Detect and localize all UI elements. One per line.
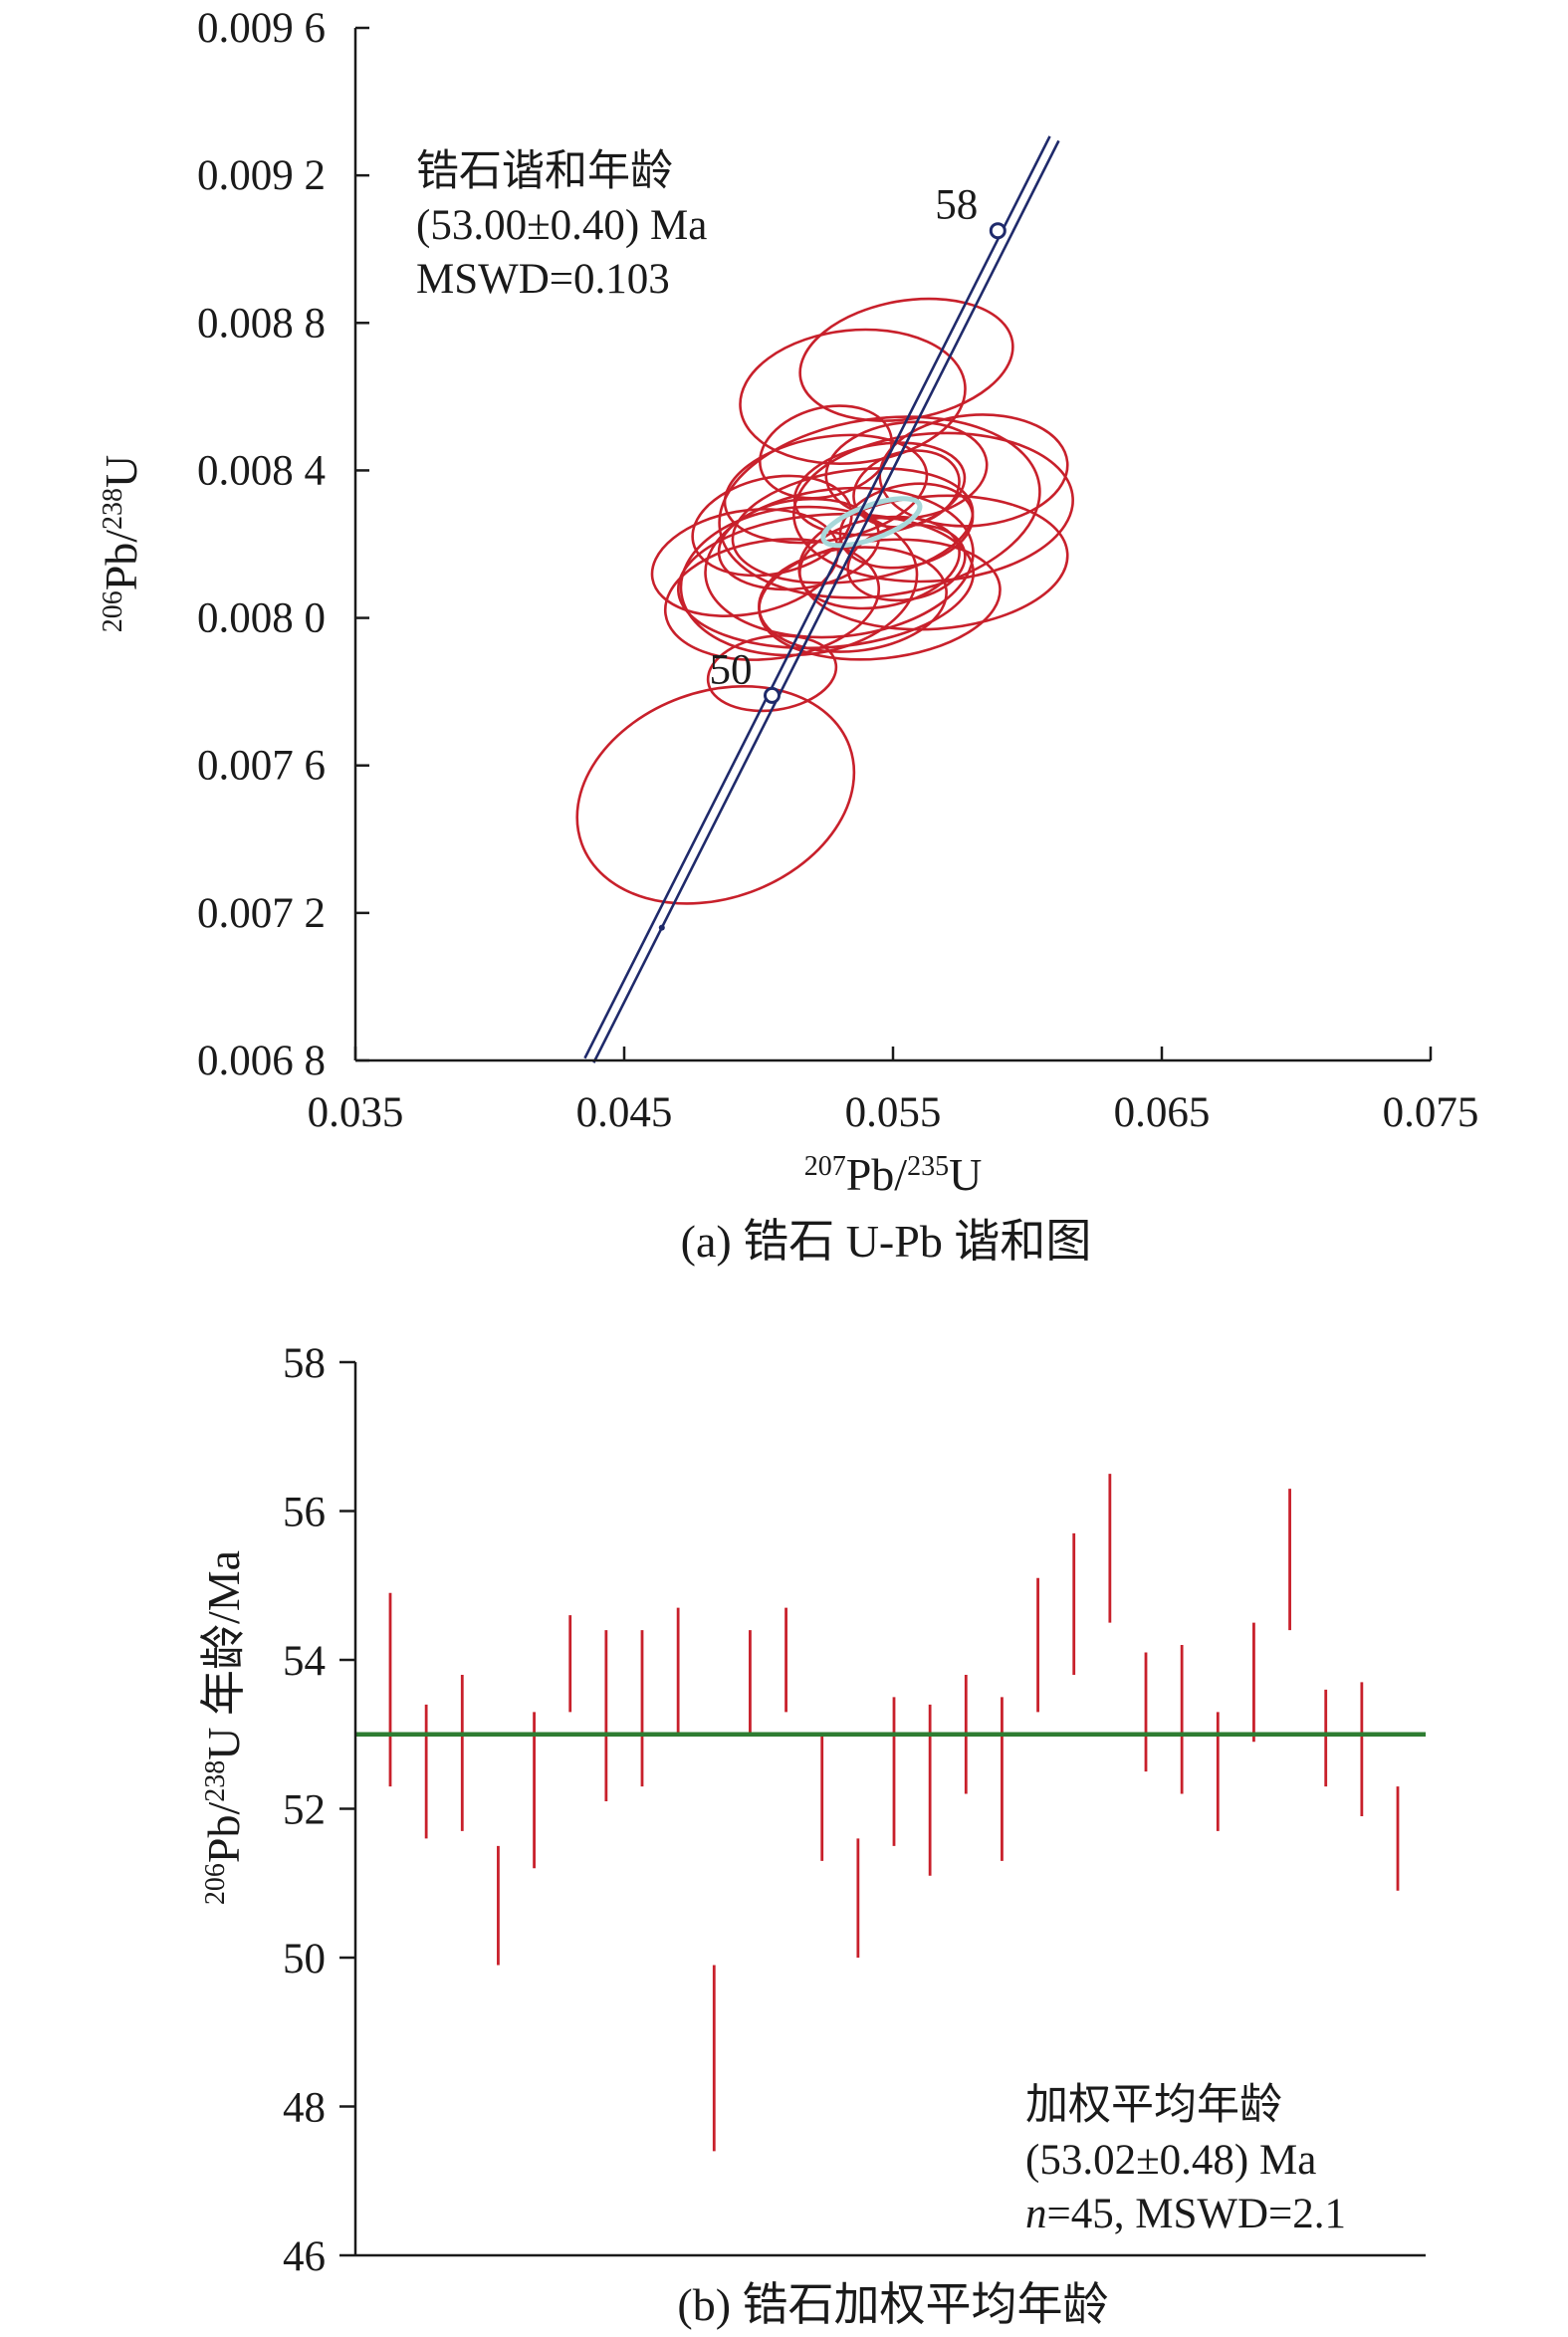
b-y-title-sup1: 206 — [200, 1863, 231, 1905]
y-ticks: 0.006 8 0.007 2 0.007 6 0.008 0 0.008 4 0.008… — [197, 5, 369, 1084]
y-tick-label: 0.009 6 — [197, 5, 326, 52]
x-tick-label: 0.065 — [1114, 1089, 1211, 1136]
x-tick-label: 0.055 — [845, 1089, 942, 1136]
error-ellipse — [718, 415, 1041, 599]
concordia-plot-area: 50 58 — [575, 135, 1074, 1063]
error-ellipse — [797, 494, 1069, 631]
weighted-mean-annotation-line2: (53.02±0.48) Ma — [1025, 2137, 1316, 2184]
b-y-tick-label: 50 — [283, 1936, 326, 1983]
b-y-title-base2: U 年龄/Ma — [198, 1550, 249, 1760]
age-error-bars — [388, 1474, 1400, 2152]
weighted-mean-annotation-line1: 加权平均年龄 — [1025, 2082, 1282, 2129]
error-ellipse — [691, 474, 853, 578]
concordia-annotation-line2: (53.00±0.40) Ma — [416, 202, 707, 249]
concordia-annotation-line3: MSWD=0.103 — [416, 256, 670, 303]
y-title-base1: Pb/ — [96, 530, 146, 591]
age-marker-small — [658, 924, 665, 931]
concordia-x-axis-title: 207Pb/235U — [804, 1149, 983, 1200]
y-tick-label: 0.007 6 — [197, 743, 326, 790]
error-ellipse — [676, 512, 976, 650]
error-ellipse — [739, 328, 967, 466]
b-y-tick-label: 58 — [283, 1340, 326, 1387]
error-ellipse — [731, 467, 975, 584]
b-y-tick-label: 56 — [283, 1490, 326, 1536]
b-y-ticks: 46 48 50 52 54 56 58 — [283, 1340, 355, 2280]
b-y-title-sup2: 238 — [200, 1760, 231, 1802]
y-tick-label: 0.007 2 — [197, 890, 326, 937]
weighted-mean-annotation-line3: n=45, MSWD=2.1 — [1025, 2191, 1346, 2237]
error-ellipse — [758, 404, 894, 500]
y-title-base2: U — [96, 455, 146, 488]
error-ellipse — [663, 538, 881, 661]
error-ellipses — [575, 297, 1074, 905]
y-tick-label: 0.008 4 — [197, 447, 326, 494]
mean-ellipse — [820, 496, 923, 549]
error-ellipse — [878, 413, 1069, 528]
x-title-base1: Pb/ — [846, 1149, 908, 1200]
concordia-age-markers: 50 58 — [658, 182, 1007, 931]
annotation-n: n — [1025, 2191, 1047, 2237]
error-ellipse — [575, 684, 856, 905]
concordia-band-upper — [592, 139, 1060, 1063]
concordia-annotation-line1: 锆石谐和年龄 — [416, 148, 673, 195]
y-tick-label: 0.008 0 — [197, 595, 326, 642]
x-tick-label: 0.075 — [1383, 1089, 1479, 1136]
concordia-y-axis-title: 206Pb/238U — [96, 455, 146, 633]
b-y-title-base1: Pb/ — [198, 1802, 249, 1864]
x-title-base2: U — [949, 1149, 982, 1200]
error-ellipse — [706, 634, 838, 713]
concordia-panel: 50 58 0.006 8 0.007 2 0.007 6 0.008 0 0.008 4… — [96, 5, 1478, 1267]
age-marker-circle — [764, 686, 781, 704]
weighted-mean-panel-caption: (b) 锆石加权平均年龄 — [677, 2279, 1108, 2330]
y-tick-label: 0.008 8 — [197, 300, 326, 347]
age-marker-circle — [989, 222, 1007, 240]
x-title-sup2: 235 — [907, 1151, 949, 1182]
y-tick-label: 0.009 2 — [197, 152, 326, 199]
annotation-n-rest: =45, MSWD=2.1 — [1047, 2191, 1347, 2237]
error-ellipse — [679, 505, 919, 657]
x-tick-label: 0.045 — [576, 1089, 673, 1136]
concordia-band-lower — [583, 135, 1051, 1059]
weighted-mean-axes: 46 48 50 52 54 56 58 — [283, 1340, 1426, 2280]
weighted-mean-panel: 46 48 50 52 54 56 58 206Pb/238U 年龄/Ma 加权平均年龄 (… — [198, 1340, 1426, 2330]
y-tick-label: 0.006 8 — [197, 1038, 326, 1084]
x-ticks: 0.035 0.045 0.055 0.065 0.075 — [308, 1047, 1479, 1136]
mean-ellipse-group — [820, 496, 923, 549]
x-tick-label: 0.035 — [308, 1089, 404, 1136]
b-y-tick-label: 52 — [283, 1787, 326, 1834]
x-title-sup1: 207 — [804, 1151, 846, 1182]
b-y-tick-label: 48 — [283, 2085, 326, 2132]
b-y-tick-label: 54 — [283, 1638, 326, 1685]
concordia-curve — [583, 135, 1060, 1063]
y-title-sup2: 238 — [98, 488, 128, 530]
age-marker-label: 58 — [935, 182, 978, 229]
age-marker-label: 50 — [710, 646, 753, 693]
y-title-sup1: 206 — [98, 590, 128, 632]
concordia-panel-caption: (a) 锆石 U-Pb 谐和图 — [681, 1216, 1092, 1267]
concordia-axes: 0.006 8 0.007 2 0.007 6 0.008 0 0.008 4 0.008… — [197, 5, 1478, 1136]
b-y-tick-label: 46 — [283, 2233, 326, 2280]
weighted-mean-y-axis-title: 206Pb/238U 年龄/Ma — [198, 1550, 249, 1905]
